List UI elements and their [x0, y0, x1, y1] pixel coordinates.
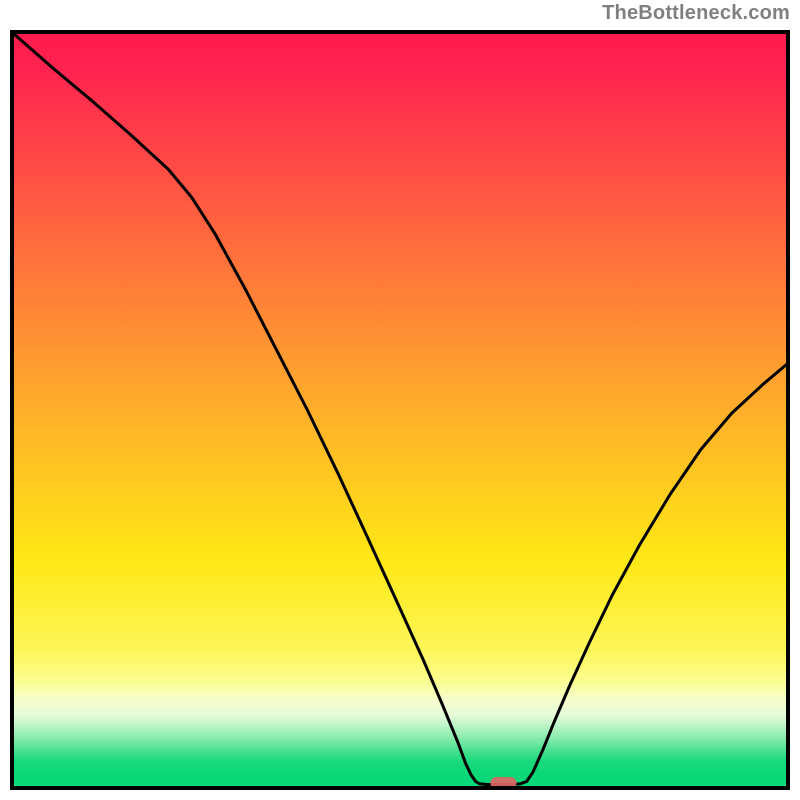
- bottleneck-curve-chart: [14, 34, 786, 786]
- watermark-text: TheBottleneck.com: [602, 2, 790, 25]
- outer-frame: TheBottleneck.com: [0, 0, 800, 800]
- plot-area: [10, 30, 790, 790]
- optimum-marker: [490, 777, 516, 786]
- gradient-background: [14, 34, 786, 786]
